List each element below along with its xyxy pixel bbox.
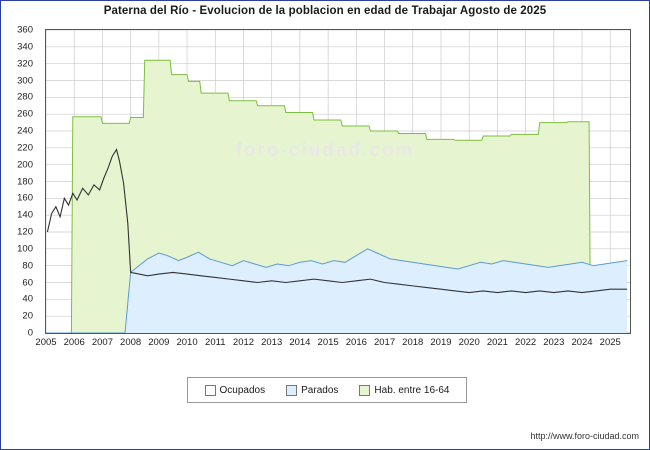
legend-item[interactable]: Hab. entre 16-64 bbox=[359, 384, 450, 396]
legend-label: Hab. entre 16-64 bbox=[374, 384, 450, 396]
x-tick-label: 2016 bbox=[345, 337, 367, 348]
x-tick-label: 2006 bbox=[63, 337, 85, 348]
x-tick-label: 2025 bbox=[599, 337, 621, 348]
x-tick-label: 2023 bbox=[543, 337, 565, 348]
y-tick-label: 340 bbox=[17, 41, 33, 53]
x-tick-label: 2007 bbox=[91, 337, 113, 348]
x-tick-label: 2005 bbox=[35, 337, 57, 348]
plot-area bbox=[45, 29, 631, 334]
x-tick-label: 2009 bbox=[148, 337, 170, 348]
y-tick-label: 120 bbox=[17, 226, 33, 238]
series-line-hab bbox=[46, 59, 630, 333]
y-tick-label: 320 bbox=[17, 58, 33, 70]
y-tick-label: 160 bbox=[17, 192, 33, 204]
x-tick-label: 2011 bbox=[205, 337, 226, 348]
x-tick-label: 2013 bbox=[261, 337, 283, 348]
x-tick-label: 2024 bbox=[571, 337, 593, 348]
x-tick-label: 2012 bbox=[232, 337, 255, 348]
y-axis: 0 20 40 60 80 100 120 140 160 180 200 220 240 260 280 3… bbox=[1, 25, 641, 339]
x-tick-label: 2020 bbox=[458, 337, 480, 348]
page-title: Paterna del Río - Evolucion de la poblac… bbox=[103, 5, 547, 17]
legend-swatch-icon bbox=[286, 384, 298, 396]
y-tick-label: 60 bbox=[22, 277, 33, 288]
y-tick-label: 260 bbox=[17, 108, 33, 120]
chart-legend: Ocupados Parados Hab. entre 16-64 bbox=[187, 377, 467, 403]
x-tick-label: 2022 bbox=[515, 337, 537, 348]
y-tick-label: 20 bbox=[22, 310, 33, 322]
y-tick-label: 0 bbox=[27, 327, 33, 339]
y-tick-label: 240 bbox=[17, 125, 33, 137]
legend-item[interactable]: Ocupados bbox=[204, 384, 266, 396]
chart-svg bbox=[46, 30, 630, 333]
series-line-parados bbox=[46, 248, 628, 333]
plot-canvas bbox=[45, 29, 631, 334]
x-tick-label: 2018 bbox=[402, 337, 424, 348]
y-tick-label: 360 bbox=[17, 24, 33, 36]
y-tick-label: 280 bbox=[17, 91, 33, 103]
y-tick-label: 40 bbox=[22, 293, 33, 305]
x-tick-label: 2019 bbox=[430, 337, 452, 348]
x-tick-label: 2014 bbox=[289, 337, 311, 348]
legend-swatch-icon bbox=[359, 384, 371, 396]
y-tick-label: 300 bbox=[17, 75, 33, 86]
series-line-ocupados bbox=[46, 148, 628, 294]
x-tick-label: 2021 bbox=[486, 337, 508, 348]
legend-label: Parados bbox=[301, 384, 339, 396]
y-tick-label: 140 bbox=[17, 209, 33, 221]
y-tick-label: 80 bbox=[22, 260, 33, 272]
y-tick-label: 100 bbox=[17, 243, 33, 255]
legend-label: Ocupados bbox=[219, 384, 266, 396]
x-axis: 2005 2006 2007 2008 2009 2010 2011 2012 2013 2014… bbox=[35, 1, 645, 361]
series-area-parados bbox=[46, 248, 628, 333]
y-tick-label: 200 bbox=[17, 159, 33, 171]
y-tick-label: 220 bbox=[17, 142, 33, 154]
x-tick-label: 2008 bbox=[120, 337, 142, 348]
x-tick-label: 2017 bbox=[373, 337, 396, 348]
legend-item[interactable]: Parados bbox=[286, 384, 339, 396]
x-tick-label: 2010 bbox=[176, 337, 198, 348]
y-tick-label: 180 bbox=[17, 176, 33, 187]
legend-swatch-icon bbox=[204, 384, 216, 396]
footer-url: http://www.foro-ciudad.com bbox=[530, 431, 639, 441]
x-tick-label: 2015 bbox=[317, 337, 339, 348]
